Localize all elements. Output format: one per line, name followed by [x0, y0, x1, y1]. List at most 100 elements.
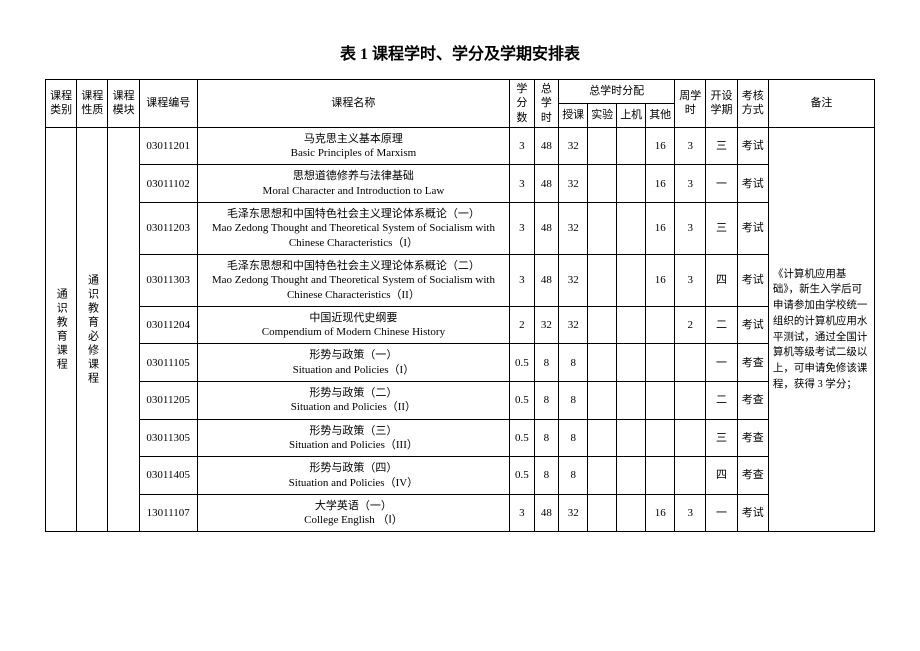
code-cell: 03011204	[139, 306, 197, 344]
code-cell: 03011102	[139, 165, 197, 203]
teach-cell: 32	[559, 494, 588, 532]
weekly-cell: 3	[675, 127, 706, 165]
header-weekly: 周学时	[675, 80, 706, 128]
table-row: 通识教育课程通识教育必修课程03011201马克思主义基本原理Basic Pri…	[46, 127, 875, 165]
credits-cell: 0.5	[510, 344, 535, 382]
table-row: 03011203毛泽东思想和中国特色社会主义理论体系概论（一）Mao Zedon…	[46, 203, 875, 255]
code-cell: 03011203	[139, 203, 197, 255]
name-cell: 思想道德修养与法律基础Moral Character and Introduct…	[197, 165, 509, 203]
weekly-cell: 2	[675, 306, 706, 344]
code-cell: 03011105	[139, 344, 197, 382]
teach-cell: 8	[559, 344, 588, 382]
header-semester: 开设学期	[706, 80, 737, 128]
remark-cell: 《计算机应用基础》，新生入学后可申请参加由学校统一组织的计算机应用水平测试，通过…	[768, 127, 874, 532]
weekly-cell	[675, 457, 706, 495]
header-alloc: 总学时分配	[559, 80, 675, 104]
weekly-cell	[675, 419, 706, 457]
table-body: 通识教育课程通识教育必修课程03011201马克思主义基本原理Basic Pri…	[46, 127, 875, 532]
header-assessment: 考核方式	[737, 80, 768, 128]
computer-cell	[617, 127, 646, 165]
header-total: 总学时	[534, 80, 559, 128]
teach-cell: 8	[559, 382, 588, 420]
header-teach: 授课	[559, 103, 588, 127]
experiment-cell	[588, 457, 617, 495]
experiment-cell	[588, 344, 617, 382]
semester-cell: 二	[706, 382, 737, 420]
assessment-cell: 考试	[737, 127, 768, 165]
code-cell: 13011107	[139, 494, 197, 532]
teach-cell: 32	[559, 254, 588, 306]
name-cell: 毛泽东思想和中国特色社会主义理论体系概论（二）Mao Zedong Though…	[197, 254, 509, 306]
experiment-cell	[588, 382, 617, 420]
weekly-cell	[675, 344, 706, 382]
semester-cell: 三	[706, 127, 737, 165]
name-cell: 形势与政策（二）Situation and Policies（II）	[197, 382, 509, 420]
semester-cell: 二	[706, 306, 737, 344]
other-cell: 16	[646, 165, 675, 203]
name-cell: 形势与政策（一）Situation and Policies（I）	[197, 344, 509, 382]
assessment-cell: 考查	[737, 382, 768, 420]
assessment-cell: 考试	[737, 306, 768, 344]
computer-cell	[617, 382, 646, 420]
weekly-cell	[675, 382, 706, 420]
computer-cell	[617, 344, 646, 382]
computer-cell	[617, 457, 646, 495]
weekly-cell: 3	[675, 254, 706, 306]
computer-cell	[617, 254, 646, 306]
name-cell: 形势与政策（三）Situation and Policies（III）	[197, 419, 509, 457]
code-cell: 03011305	[139, 419, 197, 457]
header-category: 课程类别	[46, 80, 77, 128]
semester-cell: 一	[706, 344, 737, 382]
table-row: 03011205形势与政策（二）Situation and Policies（I…	[46, 382, 875, 420]
credits-cell: 0.5	[510, 382, 535, 420]
total-cell: 48	[534, 494, 559, 532]
header-experiment: 实验	[588, 103, 617, 127]
computer-cell	[617, 419, 646, 457]
credits-cell: 3	[510, 203, 535, 255]
credits-cell: 3	[510, 165, 535, 203]
semester-cell: 四	[706, 254, 737, 306]
credits-cell: 3	[510, 127, 535, 165]
module-cell	[108, 127, 139, 532]
weekly-cell: 3	[675, 165, 706, 203]
credits-cell: 0.5	[510, 419, 535, 457]
header-module: 课程模块	[108, 80, 139, 128]
total-cell: 48	[534, 203, 559, 255]
header-computer: 上机	[617, 103, 646, 127]
experiment-cell	[588, 306, 617, 344]
name-cell: 毛泽东思想和中国特色社会主义理论体系概论（一）Mao Zedong Though…	[197, 203, 509, 255]
teach-cell: 32	[559, 203, 588, 255]
computer-cell	[617, 203, 646, 255]
computer-cell	[617, 494, 646, 532]
assessment-cell: 考试	[737, 254, 768, 306]
name-cell: 大学英语（一）College English （Ⅰ）	[197, 494, 509, 532]
header-credits: 学分数	[510, 80, 535, 128]
total-cell: 48	[534, 127, 559, 165]
credits-cell: 2	[510, 306, 535, 344]
credits-cell: 3	[510, 494, 535, 532]
header-nature: 课程性质	[77, 80, 108, 128]
table-row: 03011303毛泽东思想和中国特色社会主义理论体系概论（二）Mao Zedon…	[46, 254, 875, 306]
page-title: 表 1 课程学时、学分及学期安排表	[45, 40, 875, 64]
credits-cell: 0.5	[510, 457, 535, 495]
computer-cell	[617, 306, 646, 344]
teach-cell: 8	[559, 457, 588, 495]
other-cell	[646, 419, 675, 457]
code-cell: 03011303	[139, 254, 197, 306]
semester-cell: 三	[706, 203, 737, 255]
semester-cell: 一	[706, 165, 737, 203]
total-cell: 8	[534, 344, 559, 382]
header-other: 其他	[646, 103, 675, 127]
header-name: 课程名称	[197, 80, 509, 128]
semester-cell: 四	[706, 457, 737, 495]
other-cell: 16	[646, 203, 675, 255]
experiment-cell	[588, 127, 617, 165]
course-table: 课程类别 课程性质 课程模块 课程编号 课程名称 学分数 总学时 总学时分配 周…	[45, 79, 875, 532]
name-cell: 中国近现代史纲要Compendium of Modern Chinese His…	[197, 306, 509, 344]
table-row: 13011107大学英语（一）College English （Ⅰ）348321…	[46, 494, 875, 532]
semester-cell: 三	[706, 419, 737, 457]
total-cell: 8	[534, 382, 559, 420]
assessment-cell: 考试	[737, 494, 768, 532]
credits-cell: 3	[510, 254, 535, 306]
code-cell: 03011201	[139, 127, 197, 165]
